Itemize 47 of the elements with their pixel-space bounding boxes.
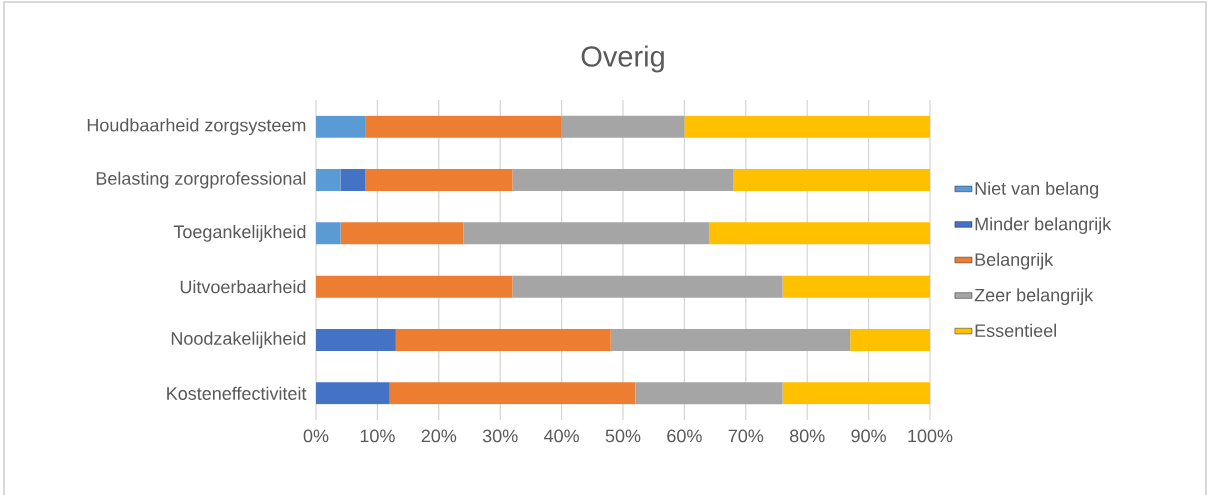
bar xyxy=(512,275,783,298)
bar xyxy=(782,382,930,405)
bar xyxy=(389,382,636,405)
bar xyxy=(316,382,390,405)
y-tick-label: Uitvoerbaarheid xyxy=(180,280,306,294)
bar xyxy=(365,115,562,138)
bar xyxy=(850,328,930,351)
bar xyxy=(512,169,734,191)
x-tick-label: 0% xyxy=(303,429,329,443)
legend-label: Belangrijk xyxy=(975,252,1054,270)
bar xyxy=(463,222,709,245)
legend-label: Minder belangrijk xyxy=(975,217,1112,234)
bar xyxy=(708,222,930,245)
y-tick-label: Kosteneffectiviteit xyxy=(167,386,307,400)
legend-label: Niet van belang xyxy=(975,181,1099,199)
bar xyxy=(340,222,464,245)
chart-title: Overig xyxy=(581,45,664,73)
x-tick-label: 90% xyxy=(851,429,886,443)
bar xyxy=(733,169,930,191)
y-tick-label: Noodzakelijkheid xyxy=(171,331,306,349)
bar xyxy=(316,328,396,351)
x-tick-label: 40% xyxy=(544,429,579,443)
x-tick-label: 20% xyxy=(421,429,457,443)
legend-label: Essentieel xyxy=(975,323,1056,338)
bar xyxy=(365,169,513,191)
bar xyxy=(316,115,366,138)
bar xyxy=(635,382,783,405)
legend-label: Zeer belangrijk xyxy=(974,288,1094,306)
bar xyxy=(316,222,341,245)
bar xyxy=(782,275,930,298)
x-tick-label: 50% xyxy=(605,429,641,443)
bar xyxy=(395,328,611,351)
x-tick-label: 10% xyxy=(360,429,395,443)
x-tick-label: 60% xyxy=(667,429,702,443)
y-tick-label: Belasting zorgprofessional xyxy=(96,171,306,189)
y-tick-label: Toegankelijkheid xyxy=(173,224,306,242)
bar xyxy=(340,169,366,191)
x-tick-label: 30% xyxy=(482,429,518,443)
x-tick-label: 80% xyxy=(789,429,825,443)
x-tick-label: 100% xyxy=(908,429,953,443)
bar xyxy=(684,115,930,138)
bar xyxy=(316,169,341,191)
bar xyxy=(561,115,685,138)
bar xyxy=(316,275,513,298)
bar xyxy=(610,328,851,351)
x-tick-label: 70% xyxy=(728,429,764,443)
y-tick-label: Houdbaarheid zorgsysteem xyxy=(87,118,306,136)
